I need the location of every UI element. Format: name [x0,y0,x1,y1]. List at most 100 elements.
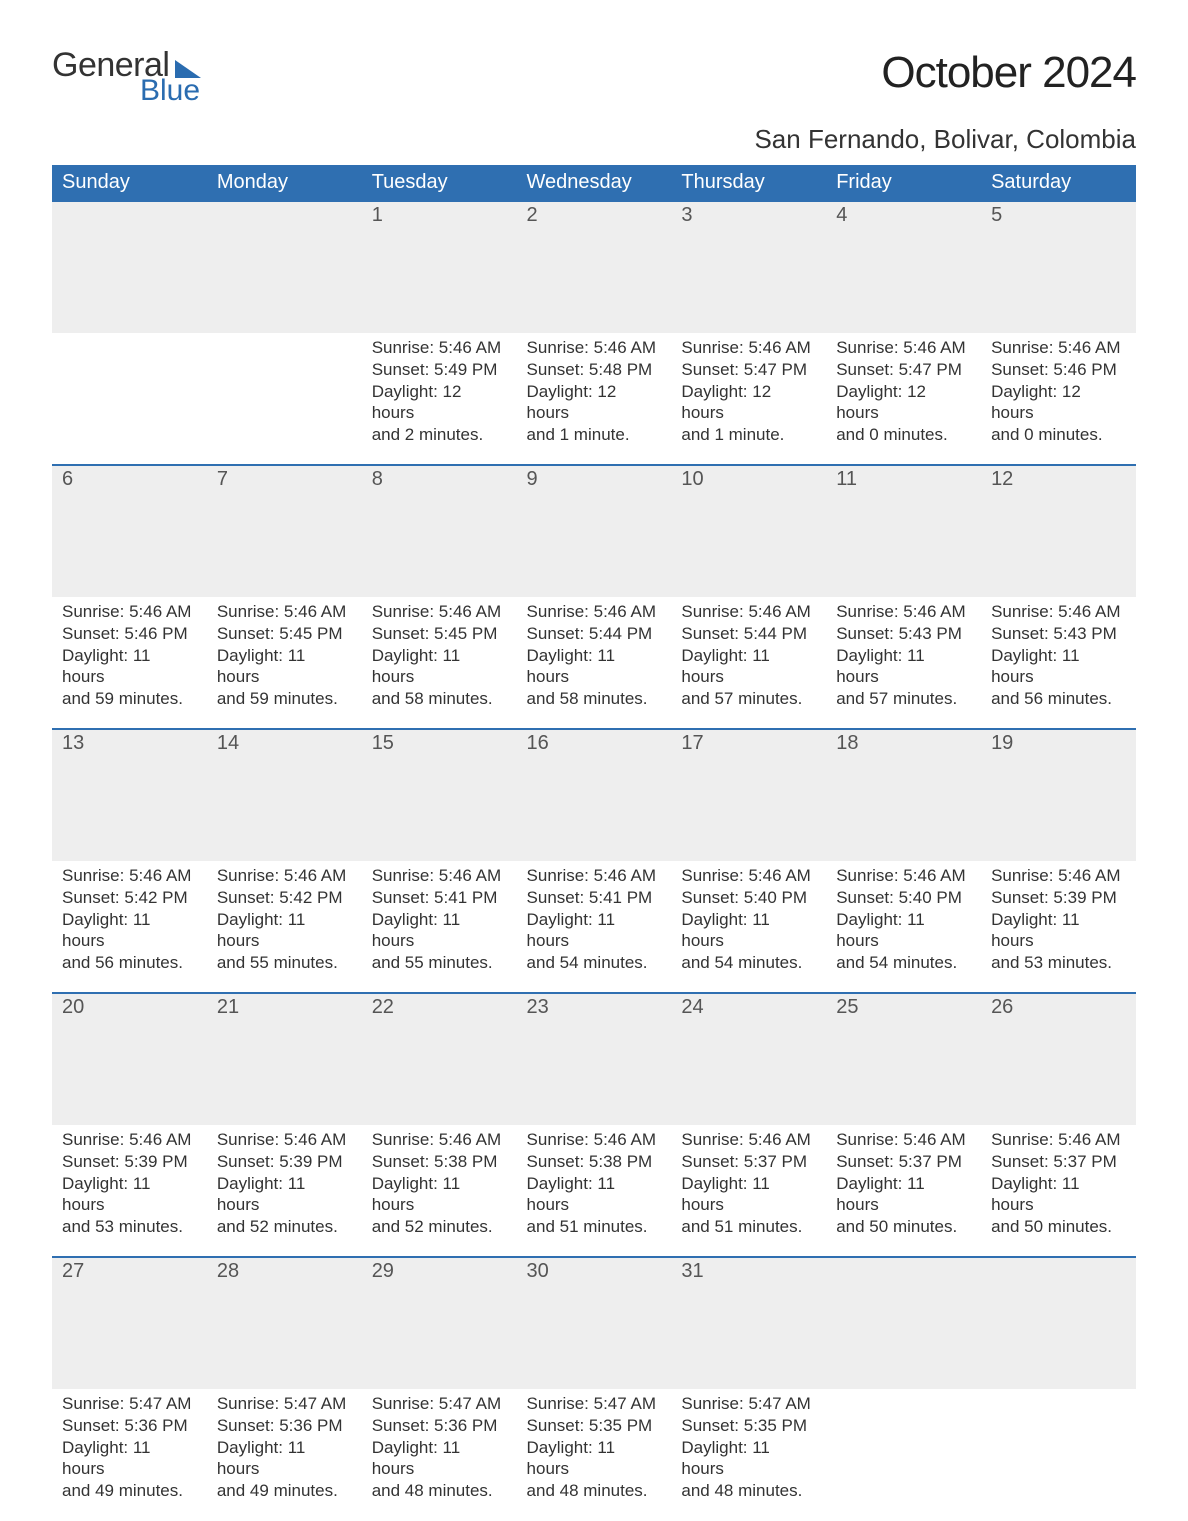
day-number: 31 [671,1258,826,1285]
day-dl2: and 55 minutes. [372,952,507,974]
day-dl1: Daylight: 11 hours [681,1437,816,1481]
day-number: 13 [52,730,207,757]
day-number-cell: 24 [671,993,826,1125]
day-body-cell [981,1389,1136,1521]
day-dl1: Daylight: 12 hours [372,381,507,425]
week-daynum-row: 13141516171819 [52,729,1136,861]
day-dl2: and 48 minutes. [372,1480,507,1502]
day-number-cell [52,201,207,333]
day-sunset: Sunset: 5:40 PM [681,887,816,909]
day-dl2: and 52 minutes. [372,1216,507,1238]
day-dl2: and 56 minutes. [62,952,197,974]
location-subtitle: San Fernando, Bolivar, Colombia [52,124,1136,155]
day-sunset: Sunset: 5:42 PM [217,887,352,909]
day-details: Sunrise: 5:46 AMSunset: 5:37 PMDaylight:… [671,1125,826,1252]
day-sunset: Sunset: 5:41 PM [527,887,662,909]
day-body-cell: Sunrise: 5:46 AMSunset: 5:46 PMDaylight:… [52,597,207,729]
day-number-cell: 7 [207,465,362,597]
day-number-cell: 5 [981,201,1136,333]
day-sunset: Sunset: 5:39 PM [991,887,1126,909]
day-dl2: and 54 minutes. [527,952,662,974]
day-number-cell: 8 [362,465,517,597]
day-dl2: and 56 minutes. [991,688,1126,710]
day-sunrise: Sunrise: 5:46 AM [527,601,662,623]
day-body-cell [826,1389,981,1521]
day-number-cell: 15 [362,729,517,861]
day-number: 24 [671,994,826,1021]
page-title: October 2024 [881,48,1136,98]
day-dl1: Daylight: 11 hours [62,1437,197,1481]
day-number-cell: 2 [517,201,672,333]
day-dl1: Daylight: 12 hours [527,381,662,425]
day-body-cell: Sunrise: 5:46 AMSunset: 5:43 PMDaylight:… [826,597,981,729]
day-number: 5 [981,202,1136,229]
day-sunrise: Sunrise: 5:46 AM [372,1129,507,1151]
day-body-cell: Sunrise: 5:46 AMSunset: 5:48 PMDaylight:… [517,333,672,465]
day-sunset: Sunset: 5:36 PM [62,1415,197,1437]
day-details: Sunrise: 5:46 AMSunset: 5:38 PMDaylight:… [517,1125,672,1252]
day-dl1: Daylight: 11 hours [372,645,507,689]
day-dl1: Daylight: 11 hours [62,1173,197,1217]
day-body-cell: Sunrise: 5:46 AMSunset: 5:37 PMDaylight:… [826,1125,981,1257]
day-body-cell: Sunrise: 5:46 AMSunset: 5:49 PMDaylight:… [362,333,517,465]
day-number-cell: 20 [52,993,207,1125]
day-sunset: Sunset: 5:47 PM [681,359,816,381]
day-sunset: Sunset: 5:39 PM [217,1151,352,1173]
day-number-cell: 27 [52,1257,207,1389]
day-number-cell: 10 [671,465,826,597]
week-body-row: Sunrise: 5:46 AM Sunset: 5:42 PM Daylight:… [52,861,1136,993]
day-sunset: Sunset: 5:44 PM [681,623,816,645]
day-dl1: Daylight: 11 hours [527,1437,662,1481]
day-body-cell: Sunrise: 5:46 AMSunset: 5:44 PMDaylight:… [517,597,672,729]
day-sunset: Sunset: 5:49 PM [372,359,507,381]
day-body-cell: Sunrise: 5:46 AMSunset: 5:38 PMDaylight:… [362,1125,517,1257]
day-details: Sunrise: 5:47 AMSunset: 5:35 PMDaylight:… [517,1389,672,1516]
day-sunrise: Sunrise: 5:46 AM [991,865,1126,887]
brand-triangle-icon [175,60,201,78]
day-dl1: Daylight: 11 hours [372,1437,507,1481]
day-body-cell: Sunrise: 5:46 AMSunset: 5:46 PMDaylight:… [981,333,1136,465]
day-number-cell: 25 [826,993,981,1125]
day-sunrise: Sunrise: 5:46 AM [527,865,662,887]
day-dl1: Daylight: 11 hours [681,909,816,953]
day-body-cell: Sunrise: 5:46 AMSunset: 5:40 PMDaylight:… [671,861,826,993]
day-number-cell [207,201,362,333]
day-body-cell: Sunrise: 5:46 AMSunset: 5:37 PMDaylight:… [671,1125,826,1257]
day-sunrise: Sunrise: 5:46 AM [372,337,507,359]
day-header: Tuesday [362,165,517,201]
day-number: 28 [207,1258,362,1285]
day-sunrise: Sunrise: 5:46 AM [217,601,352,623]
day-sunrise: Sunrise: 5:46 AM [527,337,662,359]
day-body-cell: Sunrise: 5:46 AMSunset: 5:38 PMDaylight:… [517,1125,672,1257]
day-body-cell: Sunrise: 5:47 AMSunset: 5:36 PMDaylight:… [52,1389,207,1521]
day-number-cell: 3 [671,201,826,333]
day-sunset: Sunset: 5:37 PM [836,1151,971,1173]
day-details: Sunrise: 5:46 AMSunset: 5:47 PMDaylight:… [826,333,981,460]
day-dl1: Daylight: 11 hours [217,1173,352,1217]
day-sunrise: Sunrise: 5:46 AM [836,601,971,623]
day-dl1: Daylight: 11 hours [836,1173,971,1217]
day-dl1: Daylight: 11 hours [217,1437,352,1481]
day-sunset: Sunset: 5:43 PM [991,623,1126,645]
day-dl2: and 1 minute. [681,424,816,446]
day-dl1: Daylight: 11 hours [991,1173,1126,1217]
week-daynum-row: 12345 [52,201,1136,333]
day-sunrise: Sunrise: 5:46 AM [217,1129,352,1151]
day-body-cell: Sunrise: 5:46 AMSunset: 5:45 PMDaylight:… [207,597,362,729]
day-sunrise: Sunrise: 5:46 AM [836,1129,971,1151]
day-sunset: Sunset: 5:40 PM [836,887,971,909]
day-sunset: Sunset: 5:36 PM [372,1415,507,1437]
day-header: Friday [826,165,981,201]
day-sunrise: Sunrise: 5:46 AM [991,601,1126,623]
day-number: 16 [517,730,672,757]
day-details: Sunrise: 5:46 AMSunset: 5:49 PMDaylight:… [362,333,517,460]
day-body-cell: Sunrise: 5:47 AMSunset: 5:36 PMDaylight:… [362,1389,517,1521]
day-number: 8 [362,466,517,493]
day-dl1: Daylight: 11 hours [836,909,971,953]
day-dl2: and 48 minutes. [527,1480,662,1502]
day-sunrise: Sunrise: 5:46 AM [991,337,1126,359]
day-dl2: and 58 minutes. [372,688,507,710]
day-dl1: Daylight: 11 hours [372,1173,507,1217]
day-body-cell: Sunrise: 5:46 AMSunset: 5:47 PMDaylight:… [671,333,826,465]
day-number-cell: 30 [517,1257,672,1389]
